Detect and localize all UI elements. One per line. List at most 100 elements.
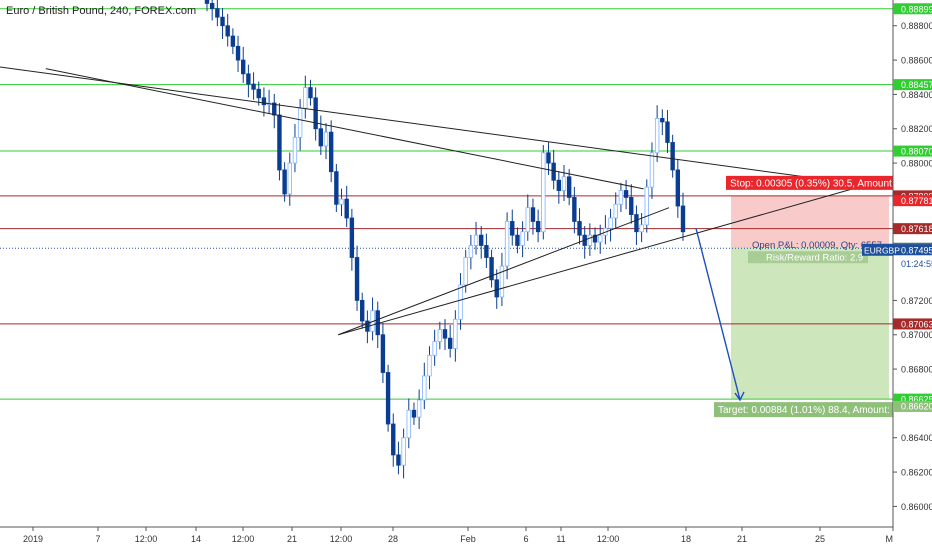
candle-body <box>654 118 660 154</box>
candle-body <box>339 198 344 205</box>
y-tick-label: 0.88200 <box>901 124 932 134</box>
candle-body <box>479 234 484 246</box>
trendline-1 <box>338 207 670 336</box>
y-tick-label: 0.87000 <box>901 330 932 340</box>
candle-body <box>344 198 349 219</box>
candle-body <box>277 114 282 171</box>
candle-body <box>473 234 479 246</box>
candle-body <box>303 87 308 109</box>
x-tick-label: 12:00 <box>597 534 620 544</box>
candle-body <box>297 107 303 138</box>
candle-body <box>328 131 334 173</box>
candle-body <box>354 257 360 301</box>
level-price-tag-box <box>893 318 932 330</box>
candle-body <box>308 87 313 99</box>
x-tick-label: 25 <box>815 534 825 544</box>
resistance-trendline <box>0 66 894 190</box>
x-tick-label: 28 <box>388 534 398 544</box>
candle-body <box>649 152 655 188</box>
risk-reward-label: Risk/Reward Ratio: 2.9 <box>766 253 863 264</box>
candle-body <box>292 136 298 164</box>
candle-body <box>406 409 411 439</box>
candle-body <box>323 131 329 147</box>
candle-body <box>241 59 246 75</box>
candle-body <box>246 73 251 85</box>
candle-body <box>499 265 505 298</box>
target-label: Target: 0.00884 (1.01%) 88.4, Amount: 10… <box>718 405 915 416</box>
candle-body <box>639 224 644 233</box>
x-tick-label: 14 <box>191 534 201 544</box>
candle-body <box>623 190 629 198</box>
candle-body <box>535 221 541 233</box>
candle-body <box>230 35 236 47</box>
stop-price-tag: 0.87781 <box>901 196 932 206</box>
x-tick-label: 18 <box>681 534 691 544</box>
x-tick-label: 6 <box>523 534 528 544</box>
candle-body <box>660 118 665 123</box>
trendline-0 <box>45 68 644 190</box>
candle-body <box>515 234 520 246</box>
candle-body <box>680 205 686 233</box>
candle-body <box>592 234 598 243</box>
candle-body <box>447 337 453 349</box>
last-price-tag: 0.87495 <box>901 245 932 255</box>
price-axis <box>893 0 932 550</box>
candle-body <box>484 245 489 258</box>
candle-body <box>432 341 437 356</box>
candle-body <box>313 97 318 130</box>
x-tick-label: 12:00 <box>135 534 158 544</box>
candle-body <box>360 300 365 322</box>
risk-reward-box <box>748 251 868 264</box>
candle-body <box>494 279 499 298</box>
candle-body <box>675 169 681 207</box>
level-price-tag-box <box>893 393 932 405</box>
candle-body <box>204 0 210 4</box>
candle-body <box>261 97 267 106</box>
candle-body <box>427 354 432 377</box>
candle-body <box>468 245 474 258</box>
candle-body <box>422 375 427 401</box>
candle-body <box>670 142 675 171</box>
candle-body <box>587 234 593 246</box>
ticker-tag-box <box>862 243 893 256</box>
candle-body <box>618 190 624 205</box>
target-price-tag-box <box>893 400 932 412</box>
y-tick-label: 0.88600 <box>901 56 932 66</box>
level-price-tag: 0.87063 <box>901 319 932 329</box>
candle-body <box>235 45 241 61</box>
stop-price-tag-box <box>893 195 932 207</box>
x-tick-label: 7 <box>95 534 100 544</box>
level-price-tag: 0.88457 <box>901 80 932 90</box>
candle-body <box>551 162 556 181</box>
x-tick-label: Feb <box>460 534 476 544</box>
candle-body <box>634 214 639 233</box>
y-tick-label: 0.86200 <box>901 468 932 478</box>
symbol-title: Euro / British Pound, 240, FOREX.com <box>6 5 197 17</box>
candle-body <box>629 197 634 215</box>
candle-body <box>220 16 225 27</box>
candle-body <box>251 83 256 90</box>
y-tick-label: 0.86400 <box>901 433 932 443</box>
candle-body <box>463 257 468 286</box>
candle-body <box>489 257 494 281</box>
x-tick-label: 21 <box>737 534 747 544</box>
level-price-tag-box <box>893 223 932 235</box>
x-tick-label: M <box>886 534 894 544</box>
y-tick-label: 0.88000 <box>901 159 932 169</box>
target-label-box <box>714 402 893 418</box>
level-price-tag-box <box>893 145 932 157</box>
candle-body <box>644 186 649 226</box>
candle-body <box>385 372 391 425</box>
x-tick-label: 12:00 <box>232 534 255 544</box>
candle-body <box>437 329 443 343</box>
y-tick-label: 0.88800 <box>901 21 932 31</box>
level-price-tag: 0.87618 <box>901 224 932 234</box>
candle-body <box>566 176 572 198</box>
level-price-tag: 0.88070 <box>901 147 932 157</box>
candle-body <box>287 162 292 195</box>
stop-zone <box>731 195 889 249</box>
candle-body <box>510 221 515 236</box>
candle-body <box>215 8 220 18</box>
